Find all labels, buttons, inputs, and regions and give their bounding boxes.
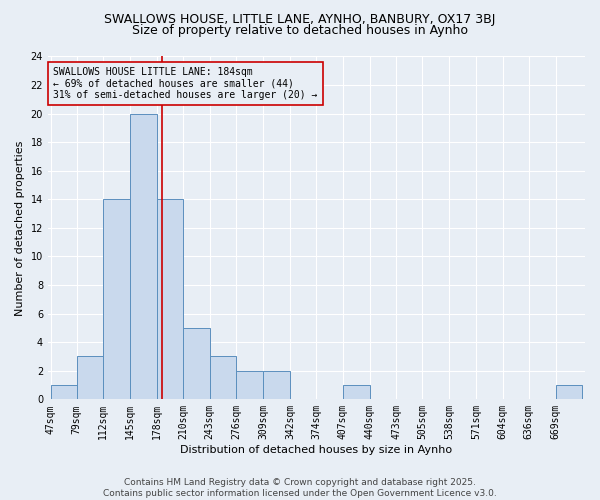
Bar: [263, 371, 290, 400]
Y-axis label: Number of detached properties: Number of detached properties: [15, 140, 25, 316]
Bar: [103, 200, 130, 400]
Bar: [556, 385, 583, 400]
X-axis label: Distribution of detached houses by size in Aynho: Distribution of detached houses by size …: [181, 445, 452, 455]
Text: Size of property relative to detached houses in Aynho: Size of property relative to detached ho…: [132, 24, 468, 37]
Bar: [50, 385, 77, 400]
Text: Contains HM Land Registry data © Crown copyright and database right 2025.
Contai: Contains HM Land Registry data © Crown c…: [103, 478, 497, 498]
Bar: [343, 385, 370, 400]
Bar: [209, 356, 236, 400]
Bar: [236, 371, 263, 400]
Bar: [130, 114, 157, 400]
Text: SWALLOWS HOUSE LITTLE LANE: 184sqm
← 69% of detached houses are smaller (44)
31%: SWALLOWS HOUSE LITTLE LANE: 184sqm ← 69%…: [53, 67, 317, 100]
Bar: [77, 356, 103, 400]
Bar: [157, 200, 183, 400]
Text: SWALLOWS HOUSE, LITTLE LANE, AYNHO, BANBURY, OX17 3BJ: SWALLOWS HOUSE, LITTLE LANE, AYNHO, BANB…: [104, 12, 496, 26]
Bar: [183, 328, 209, 400]
